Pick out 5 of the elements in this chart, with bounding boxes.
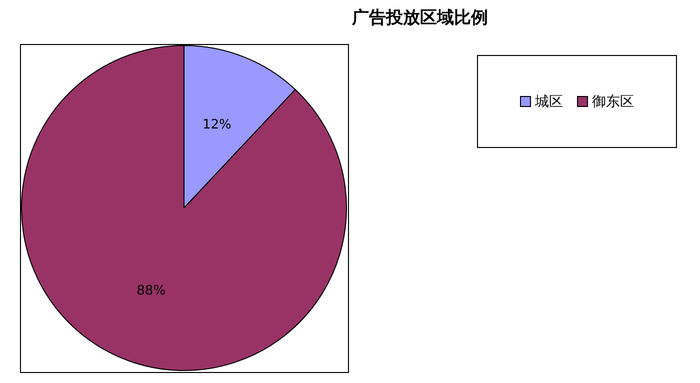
chart-title: 广告投放区域比例 <box>350 7 489 29</box>
legend-label: 城区 <box>535 92 563 110</box>
data-label: 12% <box>202 117 232 132</box>
legend-label: 御东区 <box>592 92 634 110</box>
data-label: 88% <box>136 283 166 298</box>
